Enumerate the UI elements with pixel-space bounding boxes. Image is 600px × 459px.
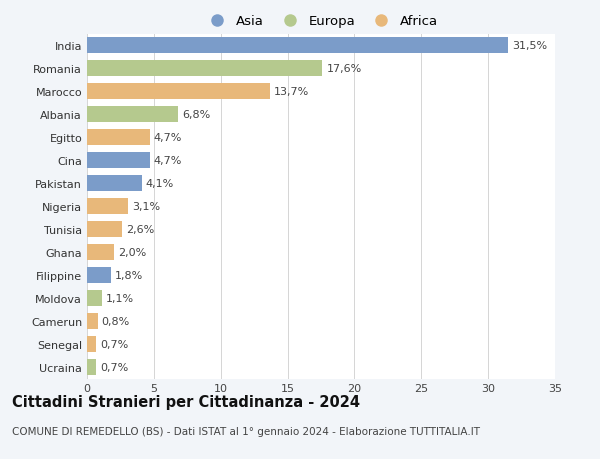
Bar [87, 106, 178, 123]
Text: 0,7%: 0,7% [100, 362, 128, 372]
Bar [87, 244, 114, 261]
Text: 4,1%: 4,1% [146, 179, 174, 189]
Text: 0,7%: 0,7% [100, 339, 128, 349]
Text: 3,1%: 3,1% [133, 202, 161, 212]
Bar [87, 84, 270, 100]
Bar [87, 198, 128, 215]
Text: 1,8%: 1,8% [115, 270, 143, 280]
Text: Cittadini Stranieri per Cittadinanza - 2024: Cittadini Stranieri per Cittadinanza - 2… [12, 394, 360, 409]
Bar [87, 175, 142, 192]
Bar [87, 221, 122, 238]
Text: 0,8%: 0,8% [102, 316, 130, 326]
Bar [87, 129, 150, 146]
Bar [87, 38, 508, 54]
Text: 4,7%: 4,7% [154, 156, 182, 166]
Bar [87, 336, 97, 353]
Text: 31,5%: 31,5% [512, 41, 547, 51]
Text: 4,7%: 4,7% [154, 133, 182, 143]
Text: COMUNE DI REMEDELLO (BS) - Dati ISTAT al 1° gennaio 2024 - Elaborazione TUTTITAL: COMUNE DI REMEDELLO (BS) - Dati ISTAT al… [12, 426, 480, 436]
Legend: Asia, Europa, Africa: Asia, Europa, Africa [204, 15, 438, 28]
Bar [87, 313, 98, 330]
Text: 2,0%: 2,0% [118, 247, 146, 257]
Text: 2,6%: 2,6% [126, 224, 154, 235]
Bar [87, 152, 150, 169]
Bar [87, 290, 102, 307]
Bar [87, 267, 111, 284]
Text: 1,1%: 1,1% [106, 293, 134, 303]
Bar [87, 359, 97, 375]
Text: 6,8%: 6,8% [182, 110, 210, 120]
Bar [87, 61, 322, 77]
Text: 17,6%: 17,6% [326, 64, 362, 74]
Text: 13,7%: 13,7% [274, 87, 310, 97]
